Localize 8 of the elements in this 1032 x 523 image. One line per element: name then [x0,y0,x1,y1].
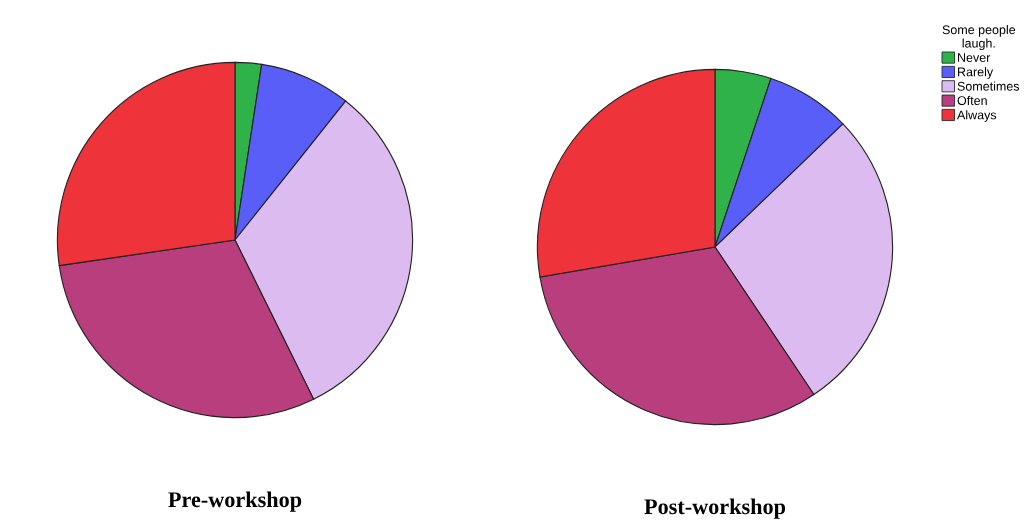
legend-label: Always [957,110,997,122]
legend-label: Never [958,53,991,62]
legend-label: Often [957,95,987,106]
legend-label: Rarely [958,67,994,79]
legend-title: Some people laugh. [942,25,1016,51]
text: Pre-workshop [168,491,302,512]
legend-label: Sometimes [957,81,1020,91]
text: Post-workshop [644,498,786,519]
